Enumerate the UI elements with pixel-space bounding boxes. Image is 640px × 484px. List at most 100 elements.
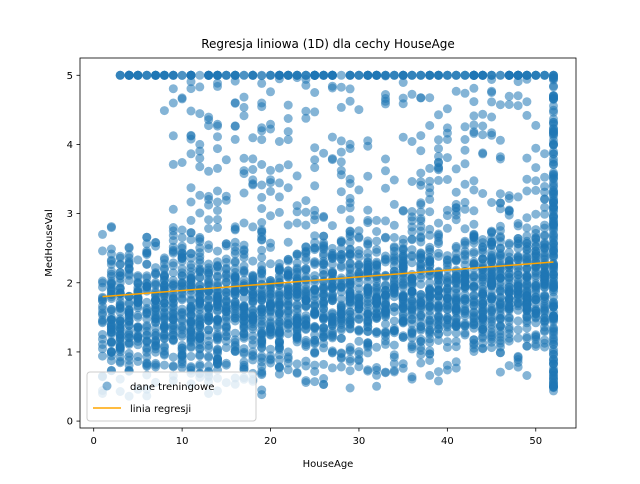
- scatter-point: [425, 292, 435, 302]
- scatter-point: [292, 201, 302, 211]
- scatter-point: [478, 289, 488, 299]
- scatter-point: [372, 363, 382, 372]
- scatter-point: [124, 312, 134, 322]
- scatter-point: [159, 70, 169, 80]
- scatter-point: [274, 343, 284, 353]
- scatter-point: [345, 193, 355, 203]
- scatter-point: [531, 281, 541, 291]
- scatter-point: [186, 215, 196, 225]
- scatter-point: [522, 341, 532, 351]
- scatter-point: [442, 223, 452, 233]
- x-tick-label: 10: [176, 436, 189, 447]
- scatter-point: [266, 178, 275, 188]
- scatter-point: [549, 117, 558, 127]
- scatter-point: [195, 255, 205, 265]
- scatter-point: [257, 218, 267, 227]
- scatter-point: [177, 225, 187, 235]
- scatter-point: [327, 275, 337, 285]
- scatter-point: [283, 299, 293, 309]
- scatter-point: [133, 70, 143, 80]
- scatter-point: [239, 329, 249, 339]
- scatter-point: [549, 381, 558, 391]
- scatter-point: [540, 70, 550, 80]
- scatter-point: [451, 164, 461, 174]
- scatter-point: [292, 326, 302, 336]
- scatter-point: [195, 237, 205, 247]
- scatter-point: [434, 218, 443, 228]
- y-axis-label: MedHouseVal: [44, 209, 55, 276]
- scatter-point: [336, 261, 346, 271]
- scatter-point: [531, 209, 541, 219]
- scatter-point: [151, 263, 161, 273]
- scatter-point: [310, 377, 320, 387]
- scatter-point: [204, 313, 214, 323]
- scatter-point: [257, 71, 267, 81]
- scatter-point: [460, 240, 470, 250]
- scatter-point: [301, 80, 311, 90]
- scatter-point: [451, 342, 461, 352]
- scatter-point: [283, 347, 293, 357]
- scatter-point: [381, 216, 390, 226]
- scatter-point: [248, 70, 258, 80]
- scatter-point: [336, 362, 346, 372]
- scatter-point: [372, 381, 382, 391]
- scatter-point: [345, 307, 355, 317]
- scatter-point: [549, 371, 558, 381]
- scatter-point: [213, 314, 222, 324]
- scatter-point: [407, 299, 417, 309]
- scatter-point: [549, 251, 558, 261]
- scatter-point: [133, 310, 143, 320]
- scatter-point: [310, 289, 320, 299]
- scatter-point: [451, 70, 461, 80]
- scatter-point: [531, 339, 541, 349]
- scatter-point: [204, 200, 214, 210]
- scatter-point: [398, 277, 408, 287]
- scatter-point: [257, 252, 267, 262]
- scatter-point: [142, 273, 152, 283]
- scatter-point: [381, 154, 390, 164]
- scatter-point: [345, 96, 355, 106]
- scatter-point: [513, 221, 523, 231]
- scatter-point: [115, 251, 125, 261]
- scatter-point: [451, 256, 461, 266]
- scatter-point: [168, 268, 178, 278]
- scatter-point: [283, 354, 293, 364]
- scatter-point: [434, 110, 443, 120]
- scatter-point: [549, 205, 558, 215]
- scatter-point: [549, 131, 558, 141]
- scatter-point: [434, 230, 443, 240]
- scatter-point: [522, 371, 532, 380]
- scatter-point: [504, 361, 514, 371]
- scatter-points-layer: [98, 70, 558, 401]
- scatter-point: [168, 70, 178, 80]
- scatter-point: [469, 120, 479, 130]
- scatter-point: [292, 73, 302, 83]
- scatter-point: [115, 302, 125, 312]
- scatter-point: [531, 249, 541, 259]
- scatter-point: [204, 351, 214, 361]
- scatter-point: [531, 176, 541, 186]
- scatter-point: [504, 312, 514, 322]
- scatter-point: [451, 328, 461, 338]
- scatter-point: [292, 251, 302, 261]
- y-tick-label: 2: [67, 278, 73, 289]
- scatter-point: [177, 331, 187, 341]
- scatter-point: [522, 275, 532, 285]
- scatter-point: [416, 93, 426, 103]
- scatter-point: [522, 291, 532, 301]
- scatter-point: [522, 332, 532, 342]
- scatter-point: [549, 233, 558, 242]
- scatter-point: [159, 329, 169, 339]
- scatter-point: [372, 227, 382, 236]
- scatter-point: [310, 360, 320, 370]
- x-tick-label: 50: [529, 436, 542, 447]
- scatter-point: [292, 313, 302, 323]
- scatter-point: [513, 101, 523, 111]
- scatter-point: [327, 70, 337, 80]
- scatter-point: [177, 241, 187, 251]
- scatter-point: [354, 70, 364, 80]
- scatter-point: [133, 295, 143, 305]
- scatter-point: [124, 269, 134, 279]
- scatter-point: [442, 153, 452, 163]
- scatter-point: [142, 259, 152, 269]
